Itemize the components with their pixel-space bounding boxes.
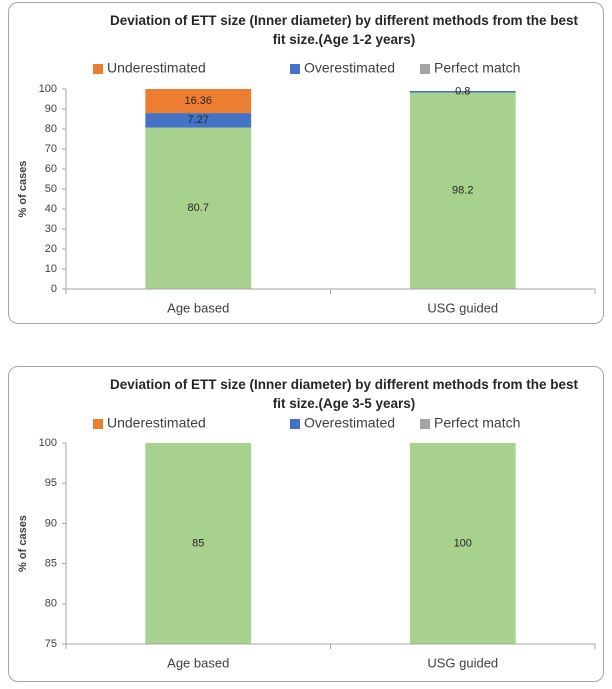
- legend-swatch: [93, 64, 103, 74]
- y-axis-title: % of cases: [17, 161, 29, 218]
- data-label: 16.36: [184, 95, 212, 107]
- y-tick-label: 60: [45, 163, 57, 175]
- data-label: 98.2: [452, 185, 473, 197]
- y-tick-label: 90: [45, 103, 57, 115]
- chart-title: Deviation of ETT size (Inner diameter) b…: [109, 377, 579, 411]
- bar-segment: [409, 91, 516, 93]
- y-tick-label: 30: [45, 223, 57, 235]
- y-tick-label: 20: [45, 243, 57, 255]
- bar-segment: [145, 113, 252, 128]
- legend-swatch: [420, 64, 430, 74]
- y-tick-label: 100: [39, 437, 57, 449]
- x-tick-label: USG guided: [427, 300, 498, 315]
- legend-label: Perfect match: [434, 60, 520, 76]
- legend-label: Perfect match: [434, 415, 520, 431]
- legend-swatch: [290, 64, 300, 74]
- y-tick-label: 10: [45, 263, 57, 275]
- y-tick-label: 90: [45, 517, 57, 529]
- x-tick-label: Age based: [167, 300, 229, 315]
- data-label: 100: [454, 537, 472, 549]
- y-tick-label: 100: [39, 83, 57, 95]
- y-tick-label: 75: [45, 638, 57, 650]
- y-tick-label: 70: [45, 143, 57, 155]
- data-label: 80.7: [188, 202, 209, 214]
- y-tick-label: 40: [45, 203, 57, 215]
- bars: [145, 89, 516, 289]
- legend-label: Overestimated: [304, 60, 395, 76]
- bar-segment: [409, 443, 516, 644]
- chart-panel: Deviation of ETT size (Inner diameter) b…: [8, 2, 604, 324]
- legend-label: Overestimated: [304, 415, 395, 431]
- y-axis-title: % of cases: [17, 515, 29, 572]
- chart: 75 80 85 90 95 100 % of cases Underestimated Ove…: [17, 415, 596, 670]
- chart-panel: Deviation of ETT size (Inner diameter) b…: [8, 366, 604, 682]
- legend-label: Underestimated: [107, 415, 206, 431]
- data-label: 85: [192, 537, 204, 549]
- data-label: 7.27: [188, 114, 209, 126]
- y-tick-label: 95: [45, 477, 57, 489]
- bars: [145, 443, 516, 644]
- bar-segment: [409, 92, 516, 289]
- y-tick-label: 80: [45, 123, 57, 135]
- data-label: 0.8: [455, 86, 470, 98]
- y-tick-label: 80: [45, 598, 57, 610]
- y-tick-label: 50: [45, 183, 57, 195]
- chart-title: Deviation of ETT size (Inner diameter) b…: [109, 13, 579, 47]
- x-tick-label: USG guided: [427, 655, 498, 670]
- legend-label: Underestimated: [107, 60, 206, 76]
- y-tick-label: 0: [51, 283, 57, 295]
- legend-swatch: [93, 419, 103, 429]
- legend-swatch: [420, 419, 430, 429]
- x-tick-label: Age based: [167, 655, 229, 670]
- chart: 0 10 20 30 40 50 60 70 80 90 100 % of cases Underest…: [17, 60, 596, 315]
- bar-segment: [145, 443, 252, 644]
- y-tick-label: 85: [45, 558, 57, 570]
- legend-swatch: [290, 419, 300, 429]
- bar-segment: [145, 127, 252, 289]
- bar-segment: [145, 89, 252, 114]
